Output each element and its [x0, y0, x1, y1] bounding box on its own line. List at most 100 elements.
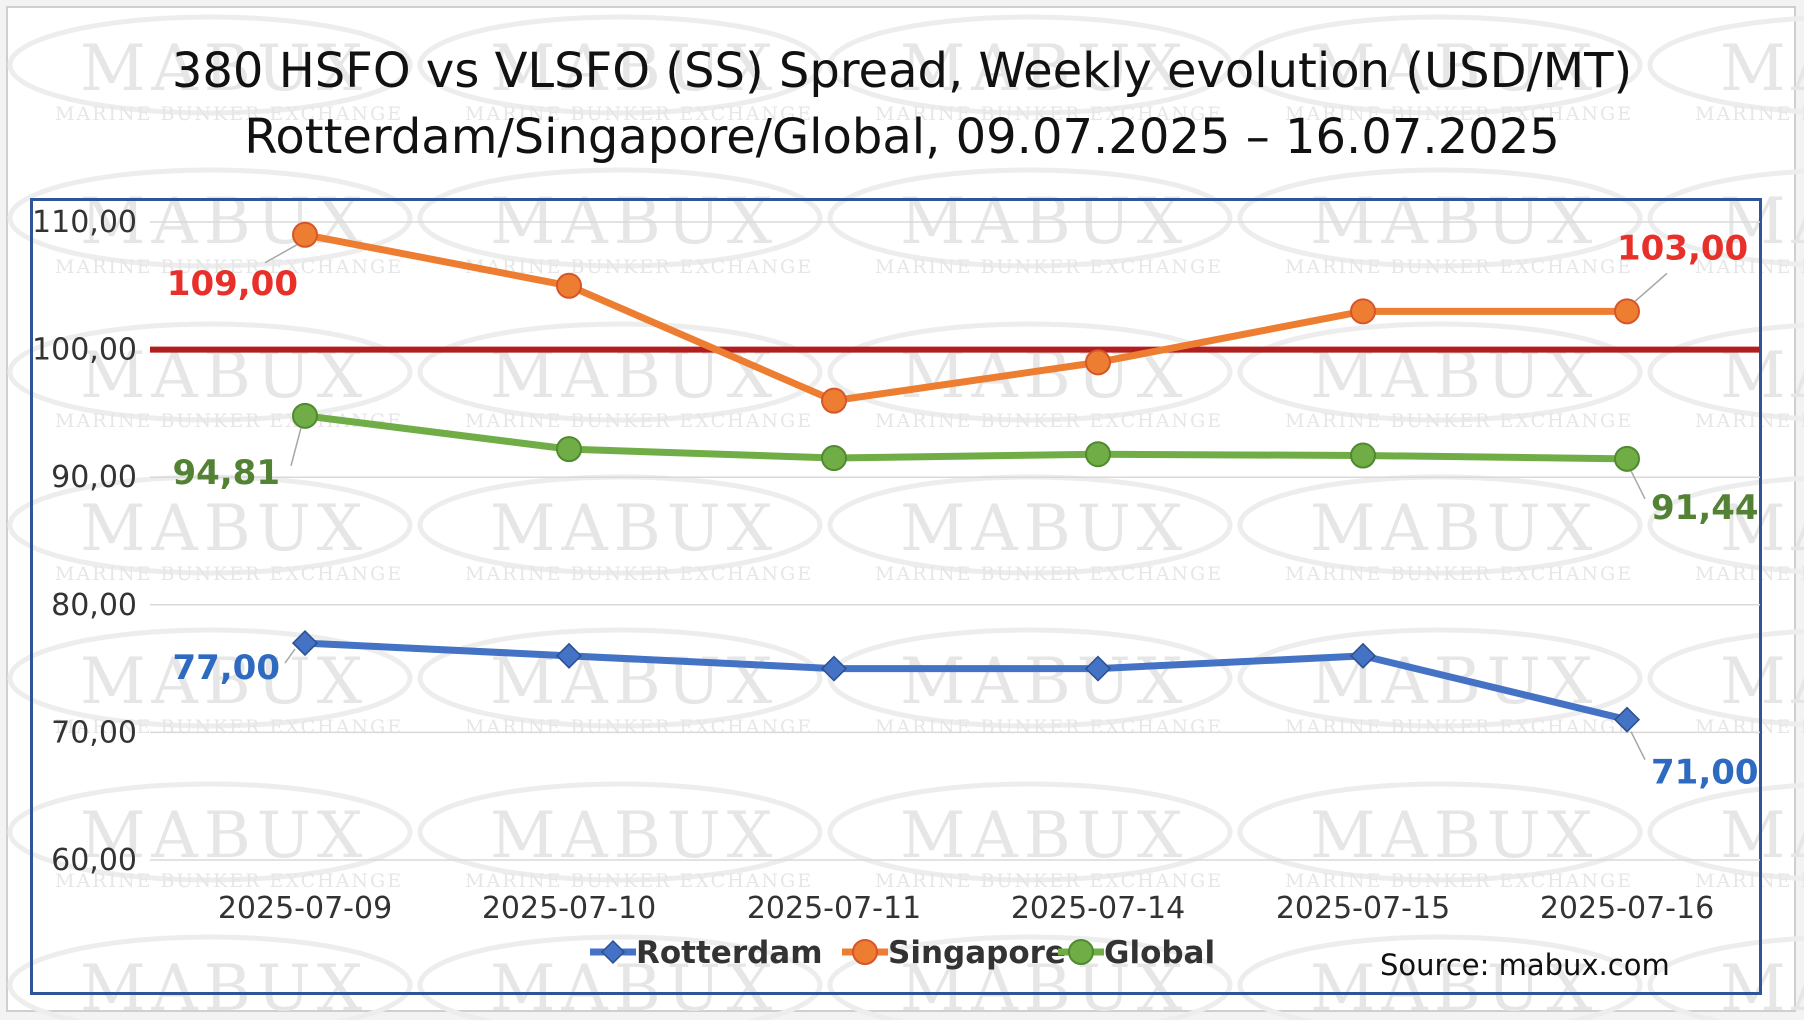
- point-singapore: [1614, 298, 1640, 325]
- point-singapore: [821, 387, 847, 414]
- chart-title: 380 HSFO vs VLSFO (SS) Spread, Weekly ev…: [0, 38, 1804, 170]
- watermark-brand: MABUX: [490, 952, 778, 1020]
- point-singapore: [1350, 298, 1376, 325]
- series-line-rotterdam: [304, 639, 1628, 724]
- x-tick-label: 2025-07-16: [1540, 891, 1714, 926]
- watermark-subtitle: MARINE BUNKER EXCHANGE: [465, 256, 813, 278]
- x-tick-label: 2025-07-09: [218, 891, 392, 926]
- data-label-singapore: 109,00: [167, 264, 298, 304]
- watermark-brand: MABUX: [80, 645, 368, 719]
- legend-label: Rotterdam: [636, 935, 823, 971]
- label-leader: [290, 427, 302, 467]
- watermark-subtitle: MARINE BUNKER EXCHANGE: [55, 870, 403, 892]
- watermark-subtitle: MARINE BUNKER EXCHANGE: [465, 410, 813, 432]
- y-tick-label: 100,00: [32, 333, 137, 368]
- label-leader: [264, 244, 298, 264]
- point-rotterdam: [1613, 706, 1641, 733]
- chart-title-line1: 380 HSFO vs VLSFO (SS) Spread, Weekly ev…: [171, 43, 1633, 99]
- watermark-brand: MABUX: [900, 645, 1188, 719]
- x-tick-label: 2025-07-10: [482, 891, 656, 926]
- legend-item-global: Global: [1058, 935, 1215, 971]
- point-singapore: [556, 272, 582, 299]
- point-rotterdam: [1349, 642, 1377, 669]
- watermark-brand: MABUX: [900, 32, 1188, 106]
- point-global: [1068, 939, 1094, 965]
- label-leader: [1630, 731, 1646, 760]
- point-global: [292, 402, 318, 429]
- x-tick-label: 2025-07-11: [747, 891, 921, 926]
- y-tick-label: 70,00: [51, 715, 137, 750]
- watermark-brand: MABUX: [490, 32, 778, 106]
- point-rotterdam: [291, 630, 319, 657]
- watermark-subtitle: MARINE BUNKER EXCHANGE: [465, 103, 813, 125]
- data-label-global: 91,44: [1651, 488, 1759, 528]
- watermark-subtitle: MARINE BUNKER EXCHANGE: [1285, 103, 1633, 125]
- legend-label: Global: [1104, 935, 1215, 971]
- data-label-global: 94,81: [172, 453, 280, 493]
- watermark-brand: MABUX: [80, 492, 368, 566]
- point-global: [821, 445, 847, 472]
- x-tick-label: 2025-07-15: [1276, 891, 1450, 926]
- label-leader: [1634, 272, 1668, 302]
- watermark-brand: MABUX: [80, 952, 368, 1020]
- watermark-brand: MABUX: [1720, 952, 1804, 1020]
- label-leader: [1630, 470, 1646, 500]
- watermark-subtitle: MARINE BUNKER EXCHANGE: [1285, 256, 1633, 278]
- point-rotterdam: [600, 939, 626, 965]
- data-label-singapore: 103,00: [1617, 228, 1748, 268]
- watermark-brand: MABUX: [1720, 645, 1804, 719]
- watermark-subtitle: MARINE BUNKER EXCHANGE: [875, 410, 1223, 432]
- legend-item-rotterdam: Rotterdam: [590, 935, 823, 971]
- y-tick-label: 80,00: [51, 588, 137, 623]
- watermark-subtitle: MARINE BUNKER EXCHANGE: [1695, 103, 1804, 125]
- point-rotterdam: [555, 642, 583, 669]
- x-tick-label: 2025-07-14: [1011, 891, 1185, 926]
- series-rotterdam: [291, 630, 1641, 733]
- watermark-brand: MABUX: [1310, 952, 1598, 1020]
- data-label-rotterdam: 77,00: [172, 648, 280, 688]
- watermark-brand: MABUX: [490, 492, 778, 566]
- watermark-subtitle: MARINE BUNKER EXCHANGE: [875, 103, 1223, 125]
- label-leader: [284, 648, 296, 664]
- legend: Rotterdam Singapore Global: [590, 935, 1215, 971]
- watermark-subtitle: MARINE BUNKER EXCHANGE: [1695, 870, 1804, 892]
- point-singapore: [292, 221, 318, 248]
- chart-title-line2: Rotterdam/Singapore/Global, 09.07.2025 –…: [244, 109, 1560, 165]
- point-global: [556, 436, 582, 463]
- watermark-brand: MABUX: [80, 32, 368, 106]
- watermark-subtitle: MARINE BUNKER EXCHANGE: [465, 563, 813, 585]
- watermark-subtitle: MARINE BUNKER EXCHANGE: [1695, 563, 1804, 585]
- watermark-brand: MABUX: [1310, 492, 1598, 566]
- watermark-subtitle: MARINE BUNKER EXCHANGE: [1285, 410, 1633, 432]
- legend-item-singapore: Singapore: [842, 935, 1066, 971]
- watermark-brand: MABUX: [900, 952, 1188, 1020]
- legend-label: Singapore: [888, 935, 1066, 971]
- watermark-brand: MABUX: [1720, 492, 1804, 566]
- point-global: [1614, 445, 1640, 472]
- watermark-brand: MABUX: [1720, 32, 1804, 106]
- watermark-subtitle: MARINE BUNKER EXCHANGE: [875, 256, 1223, 278]
- y-tick-label: 110,00: [32, 205, 137, 240]
- series-singapore: [292, 221, 1640, 414]
- point-singapore: [852, 939, 878, 965]
- point-rotterdam: [1084, 655, 1112, 682]
- point-rotterdam: [820, 655, 848, 682]
- point-singapore: [1085, 349, 1111, 376]
- watermark-brand: MABUX: [1310, 32, 1598, 106]
- watermark-subtitle: MARINE BUNKER EXCHANGE: [875, 870, 1223, 892]
- watermark-subtitle: MARINE BUNKER EXCHANGE: [1285, 870, 1633, 892]
- y-tick-label: 60,00: [51, 843, 137, 878]
- data-label-rotterdam: 71,00: [1651, 753, 1759, 793]
